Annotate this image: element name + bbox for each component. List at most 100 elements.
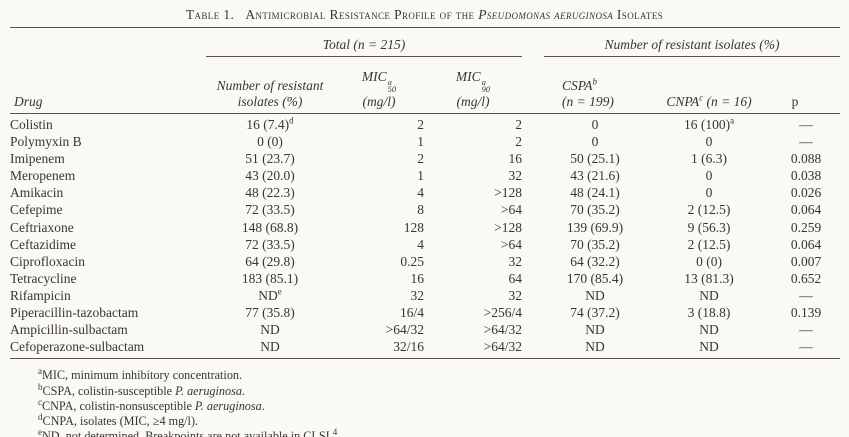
group-header-resistant-isolates: Number of resistant isolates (%) [544, 27, 841, 57]
cell-p-value: — [799, 134, 813, 150]
cell-total-resistant: 72 (33.5) [245, 236, 295, 252]
cell-mic50: 4 [417, 185, 424, 201]
cell-drug: Amikacin [10, 185, 64, 201]
cell-mic90: >64 [500, 236, 523, 252]
cell-cnpa: 13 (81.3) [684, 270, 734, 286]
cell-spacer [522, 270, 544, 287]
cell-cnpa: ND [699, 322, 719, 338]
cell-mic50: 0.25 [400, 253, 424, 269]
col-header-mic50: MIC a 50 (mg/l) [334, 56, 424, 114]
cell-total-resistant: 16 (7.4)d [246, 115, 294, 132]
table-row: Cefepime 72 (33.5) 8 >64 70 (35.2) 2 (12.5) 0.… [10, 201, 840, 218]
cell-total-resistant: 48 (22.3) [245, 185, 295, 201]
cell-p-value: 0.064 [790, 236, 822, 252]
cell-p-value: 0.088 [790, 151, 822, 167]
cell-cspa: ND [585, 322, 605, 338]
cell-p-value: 0.652 [790, 270, 822, 286]
cell-mic90: 2 [515, 117, 523, 132]
cell-mic50: 1 [417, 134, 424, 150]
title-text-end: Isolates [613, 7, 664, 22]
cell-drug: Tetracycline [10, 270, 77, 286]
cell-cnpa: ND [646, 338, 773, 360]
group-resistant-label: Number of resistant isolates (%) [604, 37, 780, 52]
cell-cspa: 0 [591, 117, 599, 132]
cell-cspa: 50 (25.1) [570, 151, 620, 167]
cell-p-value: 0.026 [790, 185, 822, 201]
cell-cspa: 139 (69.9) [566, 219, 624, 235]
table-row: Ceftazidime 72 (33.5) 4 >64 70 (35.2) 2 (12.5… [10, 236, 840, 253]
cell-cnpa: 9 (56.3) [687, 219, 731, 235]
cell-drug: Rifampicin [10, 287, 71, 303]
table-number: Table 1. [185, 7, 235, 22]
cell-p-value: 0.038 [790, 168, 822, 184]
cell-mic50: 32 [410, 287, 425, 303]
cell-spacer [522, 321, 544, 338]
cell-spacer [522, 201, 544, 218]
group-header-empty [10, 27, 206, 57]
table-row: Cefoperazone-sulbactam ND 32/16 >64/32 ND ND — [10, 338, 841, 360]
cell-cnpa: 2 (12.5) [687, 202, 731, 218]
cell-drug: Ceftazidime [10, 236, 76, 252]
cell-spacer [522, 253, 544, 270]
cell-spacer [522, 304, 544, 321]
cell-cnpa: 0 [705, 134, 713, 150]
cell-cspa: 48 (24.1) [570, 185, 620, 201]
table-row: Meropenem 43 (20.0) 1 32 43 (21.6) 0 0.038 [10, 167, 840, 184]
cell-cspa: 0 [591, 134, 599, 150]
cell-total-resistant: 51 (23.7) [245, 151, 295, 167]
cell-p-value: 0.007 [790, 253, 822, 269]
cell-cnpa: 16 (100)a [683, 115, 735, 132]
title-text: Antimicrobial Resistance Profile of the [245, 7, 479, 22]
cell-spacer [522, 219, 544, 236]
group-total-label: Total [322, 37, 351, 52]
cell-total-resistant: 77 (35.8) [245, 305, 295, 321]
table-row: Piperacillin-tazobactam 77 (35.8) 16/4 >256… [10, 304, 840, 321]
cell-p-value: — [799, 117, 813, 132]
table-row: Colistin 16 (7.4)d 2 2 0 16 (100)a — [10, 114, 840, 134]
col-header-cnpa: CNPAc (n = 16) [646, 56, 773, 114]
cell-drug: Imipenem [10, 151, 65, 167]
cell-mic90: 16 [508, 151, 523, 167]
col-header-cspa: CSPAb (n = 199) [544, 56, 647, 114]
footnotes: aMIC, minimum inhibitory concentration. b… [38, 366, 849, 437]
col-header-drug: Drug [10, 56, 206, 114]
col-header-p: p [772, 56, 841, 114]
group-header-spacer [522, 27, 545, 57]
cell-drug: Colistin [10, 117, 53, 132]
cell-spacer [522, 287, 544, 304]
cell-total-resistant: 43 (20.0) [245, 168, 295, 184]
cell-spacer [522, 167, 544, 184]
cell-spacer [522, 184, 544, 201]
resistance-table: Total (n = 215) Number of resistant isol… [10, 27, 841, 360]
cell-cnpa: ND [699, 287, 719, 303]
footnote-a: aMIC, minimum inhibitory concentration. [38, 366, 243, 383]
cell-cnpa: 0 [705, 185, 713, 201]
cell-mic90: 32 [508, 253, 523, 269]
cell-mic90: >64/32 [483, 322, 523, 338]
table-row: Ampicillin-sulbactam ND >64/32 >64/32 ND ND — [10, 321, 840, 338]
footnote-d: dCNPA, isolates (MIC, ≥4 mg/l). [38, 411, 199, 428]
table-row: Amikacin 48 (22.3) 4 >128 48 (24.1) 0 0.026 [10, 184, 840, 201]
cell-mic90: 64 [508, 270, 523, 286]
col-header-mic90: MIC a 90 (mg/l) [424, 56, 523, 114]
cell-cnpa: 1 (6.3) [691, 151, 728, 167]
cell-cnpa: 3 (18.8) [687, 305, 731, 321]
col-header-spacer [522, 56, 545, 114]
cell-cspa: 70 (35.2) [570, 236, 620, 252]
cell-cspa: ND [585, 287, 605, 303]
cell-mic90: 32 [508, 168, 523, 184]
cell-cspa: 43 (21.6) [570, 168, 620, 184]
cell-spacer [522, 114, 544, 134]
table-row: Tetracycline 183 (85.1) 16 64 170 (85.4) 13 (… [10, 270, 840, 287]
cell-cspa: 74 (37.2) [570, 305, 620, 321]
cell-mic90: 32 [508, 287, 523, 303]
cell-cnpa: 0 [705, 168, 713, 184]
cell-spacer [522, 133, 544, 150]
cell-mic50: 8 [417, 202, 424, 218]
cell-drug: Piperacillin-tazobactam [10, 305, 139, 321]
cell-drug: Cefoperazone-sulbactam [10, 338, 206, 360]
cell-mic50: >64/32 [385, 322, 424, 338]
cell-mic90: >128 [494, 219, 523, 235]
cell-total-resistant: ND [260, 322, 280, 338]
cell-cspa: ND [544, 338, 647, 360]
